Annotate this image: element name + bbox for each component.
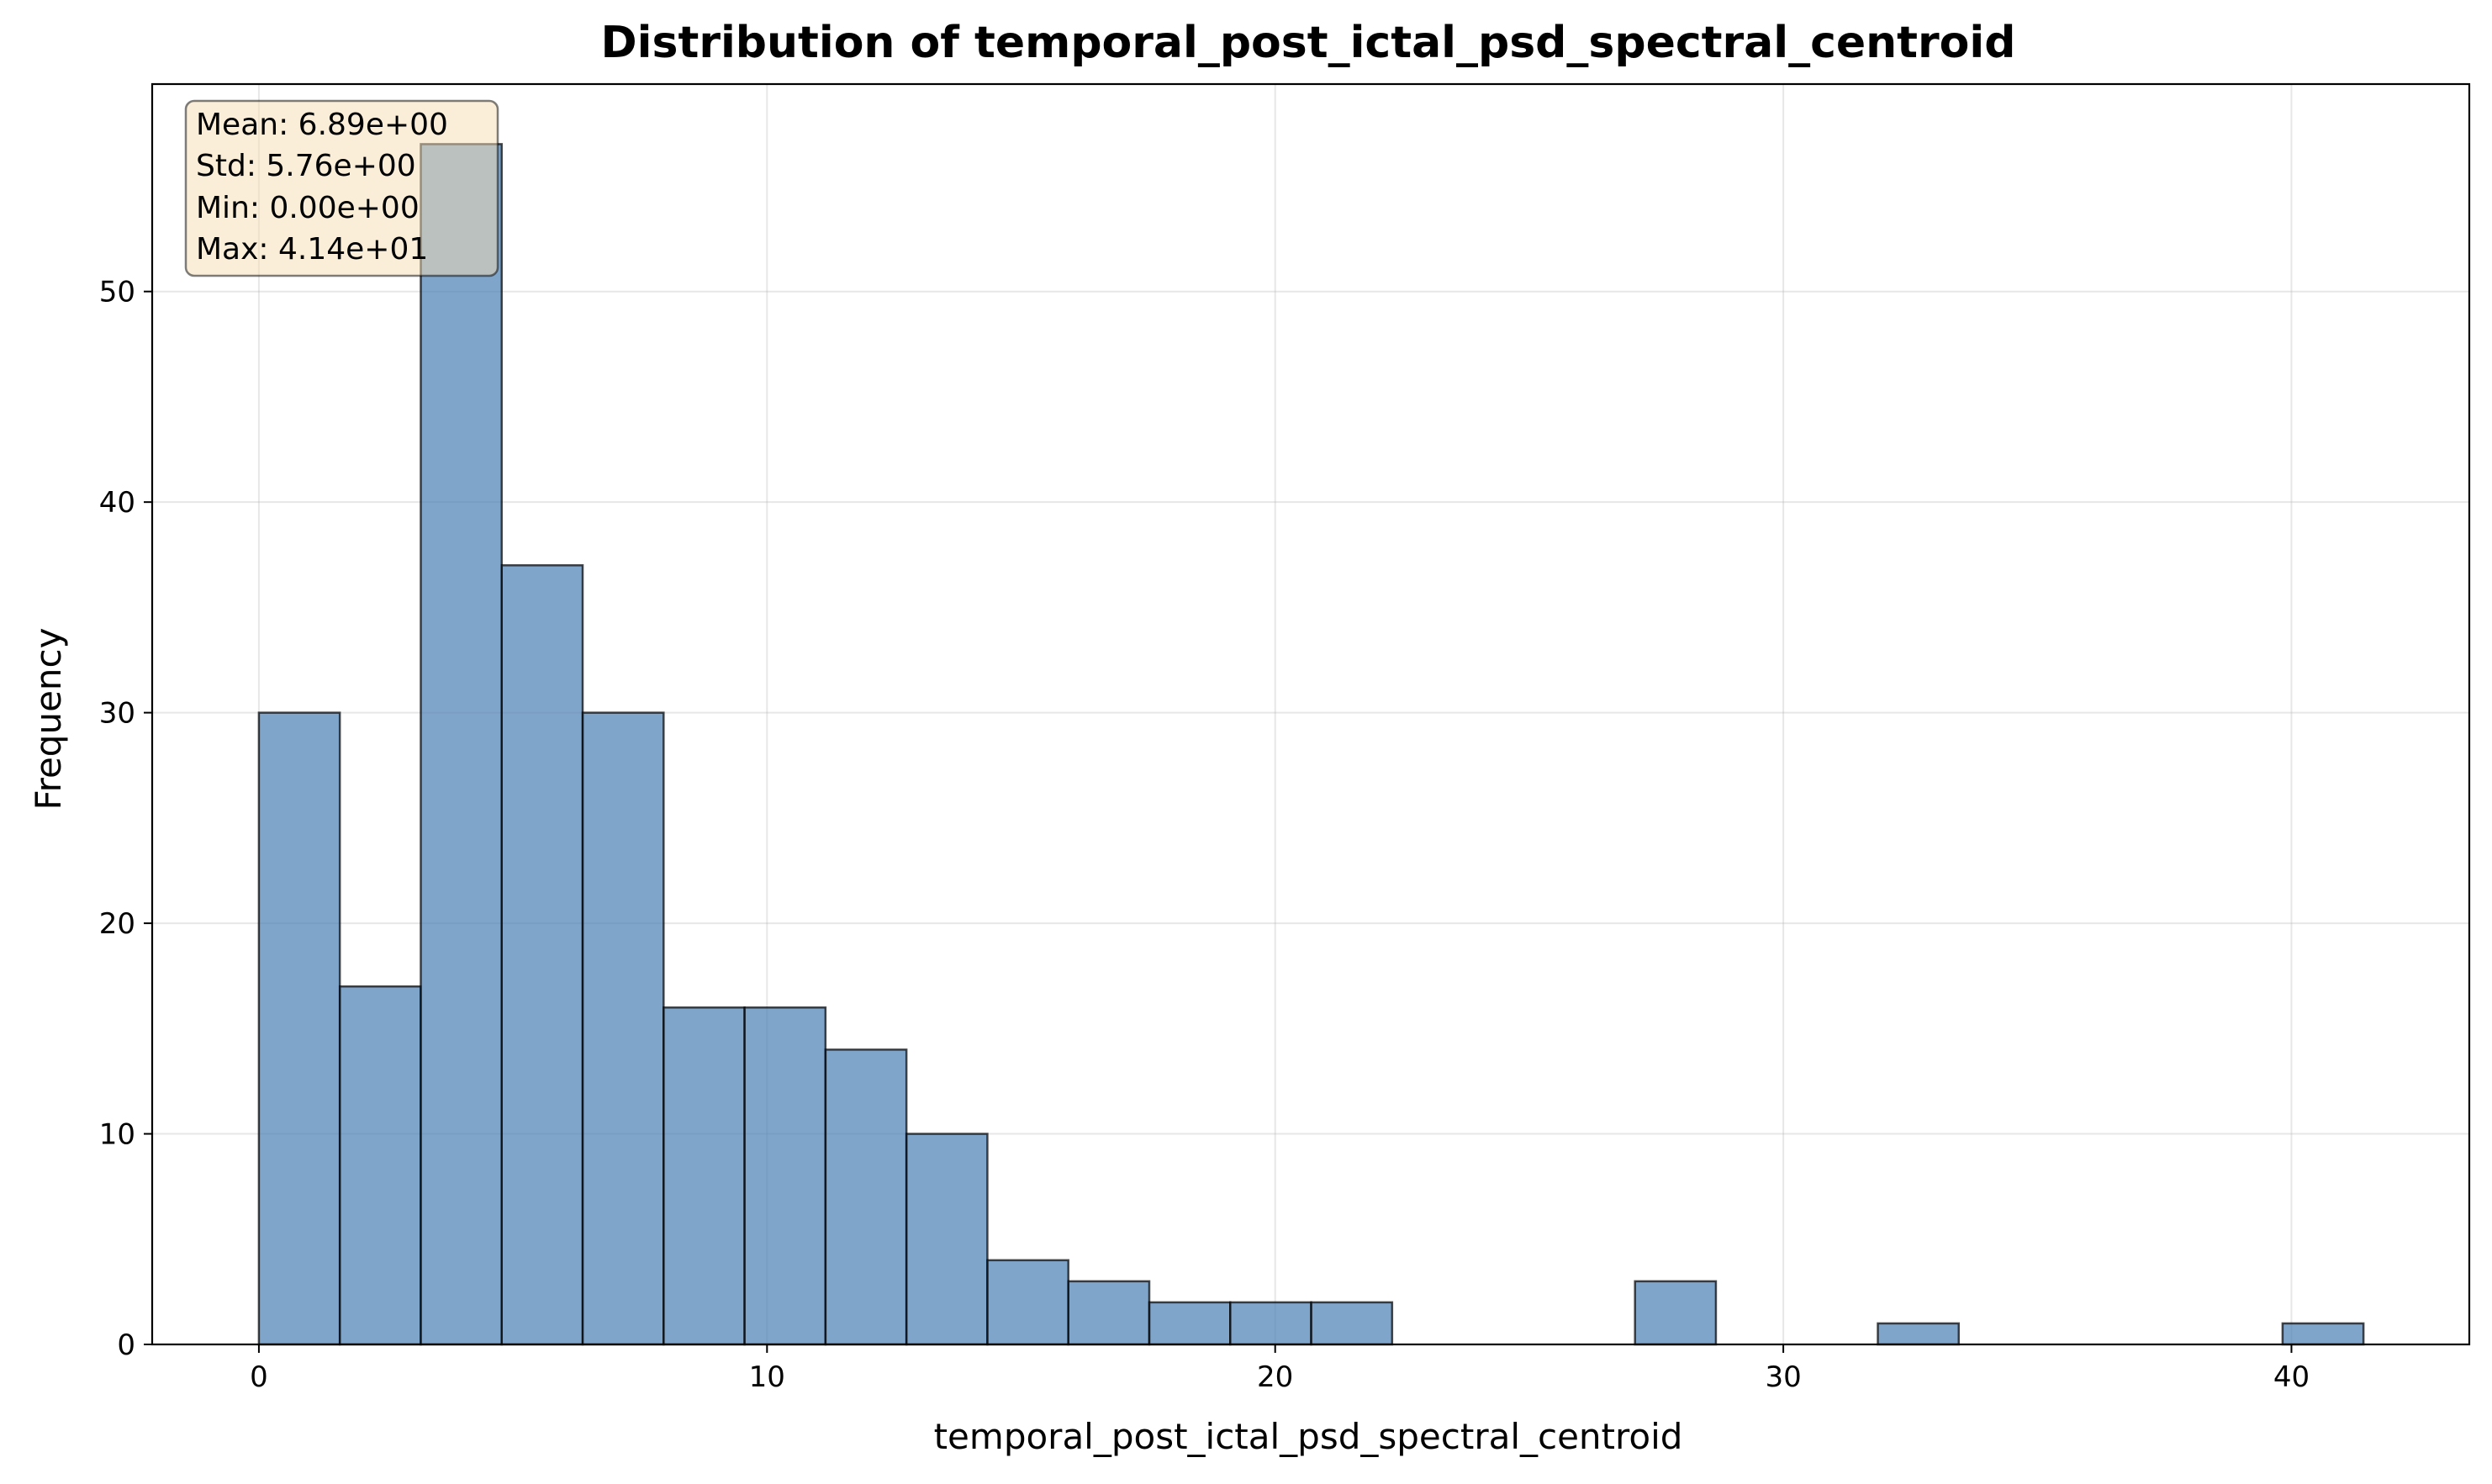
- x-axis-ticks: 0 10 20 30 40: [250, 1344, 2310, 1394]
- stats-box: Mean: 6.89e+00 Std: 5.76e+00 Min: 0.00e+…: [184, 99, 499, 277]
- histogram-bar: [581, 711, 665, 1346]
- histogram-bar: [905, 1133, 989, 1346]
- histogram-bar: [257, 711, 341, 1346]
- histogram-bar: [986, 1259, 1069, 1346]
- x-tick-label: 10: [749, 1360, 785, 1394]
- y-axis-label: Frequency: [28, 628, 69, 811]
- x-tick-label: 40: [2273, 1360, 2310, 1394]
- histogram-bar: [824, 1048, 908, 1346]
- histogram-bar: [1067, 1280, 1151, 1346]
- histogram-bar: [663, 1006, 746, 1346]
- stats-max: Max: 4.14e+01: [196, 232, 428, 267]
- histogram-bar: [1877, 1322, 1961, 1346]
- y-tick-label: 30: [99, 697, 135, 731]
- histogram-bar: [2281, 1322, 2365, 1346]
- histogram-bar: [1148, 1301, 1232, 1346]
- x-tick-label: 20: [1257, 1360, 1293, 1394]
- stats-box-background: [184, 99, 499, 277]
- y-tick-label: 10: [99, 1118, 135, 1152]
- histogram-bars: [257, 143, 2365, 1346]
- y-axis-ticks: 0 10 20 30 40 50: [99, 276, 152, 1362]
- x-axis-label: temporal_post_ictal_psd_spectral_centroi…: [934, 1416, 1683, 1457]
- chart-title: Distribution of temporal_post_ictal_psd_…: [601, 18, 2016, 68]
- histogram-bar: [420, 143, 504, 1346]
- x-tick-label: 0: [250, 1360, 268, 1394]
- histogram-bar: [743, 1006, 827, 1346]
- histogram-bar: [500, 564, 584, 1346]
- histogram-bar: [1634, 1280, 1718, 1346]
- y-tick-label: 50: [99, 276, 135, 309]
- y-tick-label: 40: [99, 486, 135, 520]
- histogram-bar: [1310, 1301, 1394, 1346]
- histogram-bar: [1229, 1301, 1312, 1346]
- stats-mean: Mean: 6.89e+00: [196, 108, 448, 142]
- stats-std: Std: 5.76e+00: [196, 149, 416, 183]
- y-tick-label: 0: [117, 1328, 135, 1362]
- y-tick-label: 20: [99, 907, 135, 941]
- stats-min: Min: 0.00e+00: [196, 191, 420, 225]
- plot-frame: [150, 82, 2471, 1346]
- x-tick-label: 30: [1765, 1360, 1801, 1394]
- histogram-bar: [338, 985, 422, 1346]
